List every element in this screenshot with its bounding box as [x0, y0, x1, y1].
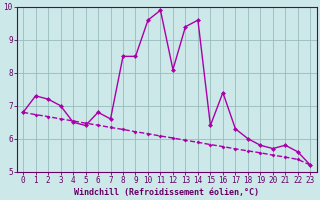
X-axis label: Windchill (Refroidissement éolien,°C): Windchill (Refroidissement éolien,°C): [74, 188, 259, 197]
